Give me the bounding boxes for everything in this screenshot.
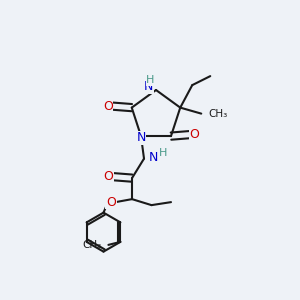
Text: H: H [146, 75, 154, 85]
Text: O: O [103, 100, 113, 112]
Text: N: N [144, 80, 153, 94]
Text: CH₃: CH₃ [209, 109, 228, 118]
Text: O: O [106, 196, 116, 208]
Text: N: N [148, 151, 158, 164]
Text: H: H [159, 148, 168, 158]
Text: N: N [136, 131, 146, 144]
Text: CH₃: CH₃ [82, 240, 102, 250]
Text: O: O [189, 128, 199, 141]
Text: O: O [103, 170, 113, 183]
